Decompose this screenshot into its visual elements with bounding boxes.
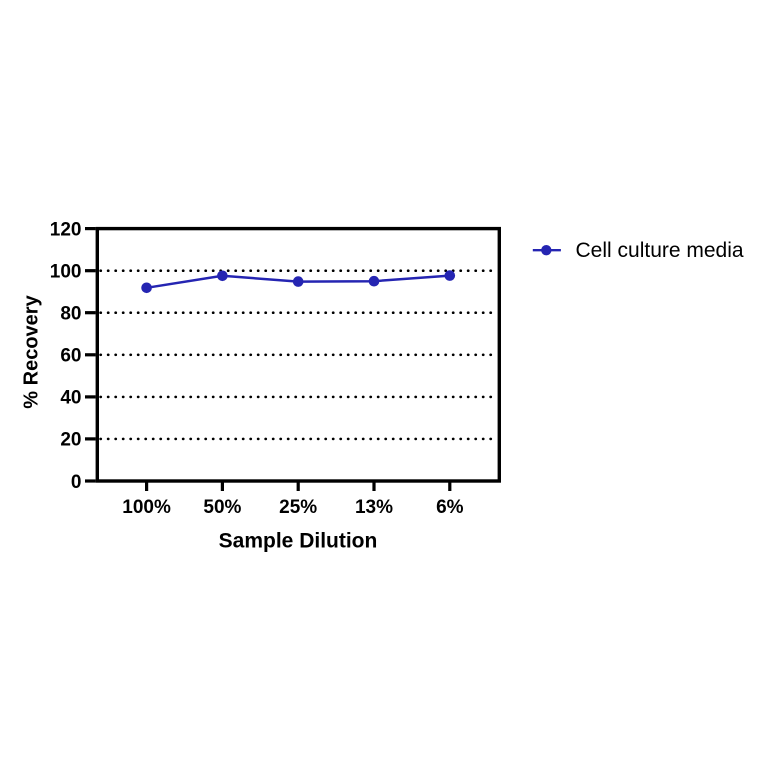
svg-text:Cell culture media: Cell culture media <box>576 239 744 262</box>
svg-text:60: 60 <box>60 346 81 367</box>
svg-text:0: 0 <box>71 472 82 493</box>
svg-text:50%: 50% <box>203 497 241 518</box>
svg-text:100: 100 <box>50 262 82 283</box>
svg-text:13%: 13% <box>355 497 393 518</box>
svg-text:40: 40 <box>60 388 81 409</box>
svg-text:6%: 6% <box>436 497 464 518</box>
svg-text:Sample Dilution: Sample Dilution <box>219 530 378 553</box>
svg-text:100%: 100% <box>122 497 171 518</box>
svg-text:120: 120 <box>50 219 82 240</box>
svg-text:80: 80 <box>60 304 81 325</box>
svg-text:25%: 25% <box>279 497 317 518</box>
svg-text:20: 20 <box>60 430 81 451</box>
svg-text:% Recovery: % Recovery <box>21 294 43 408</box>
